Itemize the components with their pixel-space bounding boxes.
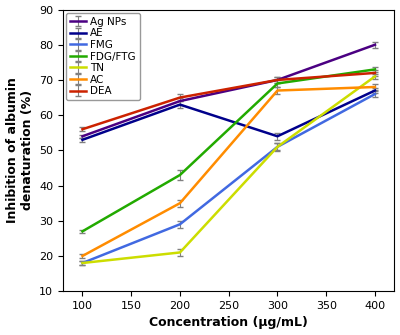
Y-axis label: Inhibition of albumin
denaturation (%): Inhibition of albumin denaturation (%) <box>6 77 34 223</box>
Legend: Ag NPs, AE, FMG, FDG/FTG, TN, AC, DEA: Ag NPs, AE, FMG, FDG/FTG, TN, AC, DEA <box>66 13 140 101</box>
X-axis label: Concentration (μg/mL): Concentration (μg/mL) <box>149 317 308 329</box>
